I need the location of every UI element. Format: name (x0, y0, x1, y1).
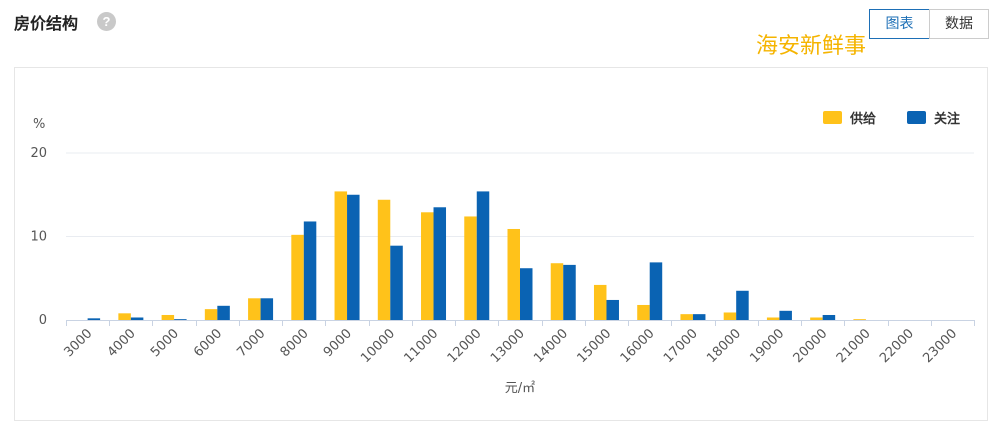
bar-attention (563, 264, 576, 320)
x-tick-label: 15000 (574, 326, 614, 366)
bar-attention (476, 191, 490, 320)
chart-panel: 0 10 20% 3000 4000 5000 6000 7000 8000 9000 10000 1… (14, 67, 988, 421)
x-tick-label: 16000 (618, 326, 658, 366)
legend-item-supply-swatch (823, 111, 842, 124)
bar-supply (334, 191, 348, 320)
x-tick-label: 13000 (488, 326, 528, 366)
bar-supply (464, 216, 477, 320)
bar-attention (130, 317, 144, 320)
bar-attention (303, 221, 317, 320)
page-title: 房价结构 (14, 14, 79, 33)
legend-item-attention-swatch (907, 111, 926, 124)
tab-data-button[interactable]: 数据 (929, 9, 989, 39)
bar-attention (606, 299, 619, 320)
bar-attention (87, 318, 101, 320)
legend-item-supply-label: 供给 (849, 111, 876, 127)
x-tick-label: 5000 (148, 326, 182, 360)
x-tick-label: 6000 (191, 326, 225, 360)
x-tick-label: 22000 (877, 326, 917, 366)
legend-item-attention-label: 关注 (934, 111, 960, 127)
bar-supply (680, 314, 693, 320)
bar-supply (593, 284, 607, 320)
x-tick-label: 7000 (234, 326, 268, 360)
bar-supply (421, 212, 434, 320)
bar-supply (723, 312, 737, 320)
bar-supply (810, 317, 823, 320)
x-tick-label: 14000 (531, 326, 571, 366)
x-tick-label: 17000 (661, 326, 701, 366)
bar-supply (637, 304, 650, 320)
bar-supply (118, 313, 131, 320)
y-axis-label: % (33, 117, 45, 132)
x-tick-label: 10000 (358, 326, 398, 366)
bar-supply (377, 199, 391, 320)
bar-supply (204, 309, 218, 320)
bar-attention (347, 194, 360, 320)
bar-attention (260, 298, 274, 320)
y-tick-label: 0 (39, 313, 47, 328)
bar-attention (390, 245, 403, 320)
bar-supply (507, 228, 520, 320)
bar-attention (736, 290, 749, 320)
help-icon[interactable]: ? (97, 12, 116, 31)
x-tick-label: 9000 (321, 326, 355, 360)
bar-attention (779, 310, 792, 320)
x-tick-label: 11000 (402, 326, 442, 366)
bar-supply (766, 317, 780, 320)
x-tick-label: 20000 (791, 326, 831, 366)
bar-supply (291, 234, 304, 320)
tab-chart-button[interactable]: 图表 (869, 9, 930, 39)
bar-attention (520, 268, 533, 320)
bar-supply (161, 314, 175, 320)
x-tick-label: 18000 (704, 326, 744, 366)
bar-attention (822, 314, 836, 320)
x-tick-label: 3000 (61, 326, 95, 360)
bar-attention (692, 314, 706, 320)
watermark-text: 海安新鲜事 (756, 34, 867, 59)
x-tick-label: 12000 (445, 326, 485, 366)
x-tick-label: 4000 (105, 326, 139, 360)
y-tick-label: 20 (30, 146, 47, 161)
bar-supply (248, 298, 261, 320)
x-tick-label: 23000 (920, 326, 960, 366)
bar-supply (853, 319, 866, 320)
x-tick-label: 8000 (278, 326, 312, 360)
y-tick-label: 10 (30, 230, 47, 245)
x-tick-label: 21000 (834, 326, 874, 366)
bar-supply (550, 263, 564, 320)
bar-attention (433, 207, 447, 320)
bar-attention (649, 262, 663, 320)
x-tick-label: 19000 (747, 326, 787, 366)
x-axis-label: 元/㎡ (505, 381, 535, 396)
bar-attention (174, 319, 187, 320)
bar-attention (217, 305, 230, 320)
